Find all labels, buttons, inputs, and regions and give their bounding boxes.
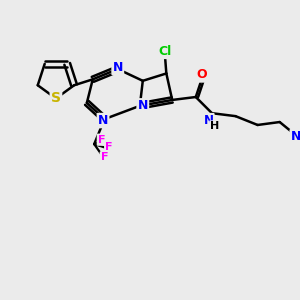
Text: N: N	[291, 130, 300, 143]
Text: O: O	[196, 68, 207, 81]
Text: N: N	[112, 61, 123, 74]
Text: N: N	[138, 99, 148, 112]
Text: Cl: Cl	[158, 45, 172, 58]
Text: F: F	[98, 135, 105, 145]
Text: F: F	[105, 142, 113, 152]
Text: N: N	[203, 114, 213, 127]
Text: H: H	[210, 122, 220, 131]
Text: N: N	[98, 114, 108, 127]
Text: F: F	[101, 152, 108, 162]
Text: S: S	[51, 92, 61, 106]
